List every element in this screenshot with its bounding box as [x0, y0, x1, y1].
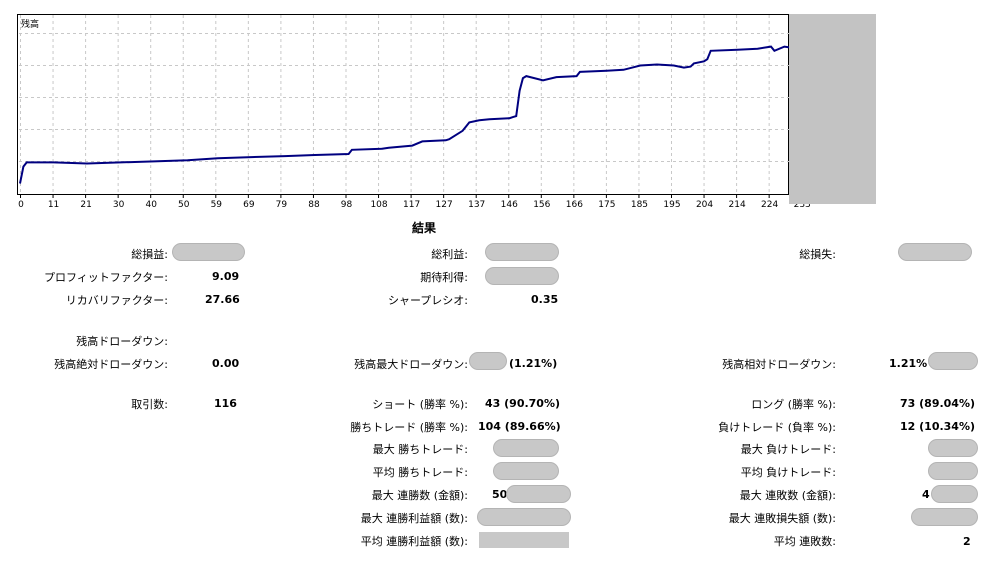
- value-loss-trades: 12 (10.34%): [900, 420, 976, 433]
- x-tick-label: 11: [48, 200, 59, 210]
- x-tick-label: 59: [211, 200, 223, 210]
- label-average-consecutive-losses: 平均 連敗数:: [773, 535, 836, 548]
- value-total-trades: 116: [214, 397, 237, 410]
- label-largest-loss-trade: 最大 負けトレード:: [740, 443, 836, 456]
- x-tick-label: 30: [113, 200, 125, 210]
- redacted-max-drawdown: [469, 352, 507, 370]
- chart-ylabel: 残高: [21, 18, 39, 30]
- balance-line: [19, 16, 809, 184]
- value-max-consecutive-wins: 50: [492, 488, 508, 501]
- value-relative-drawdown: 1.21%: [889, 357, 928, 370]
- x-tick-label: 204: [696, 200, 713, 210]
- redacted-max-consecutive-loss: [911, 508, 978, 526]
- x-tick-label: 224: [761, 200, 778, 210]
- redacted-total-net-profit: [172, 243, 245, 261]
- label-max-drawdown: 残高最大ドローダウン:: [354, 358, 468, 371]
- x-tick-label: 127: [436, 200, 453, 210]
- redacted-gross-loss: [898, 243, 972, 261]
- redacted-average-profit-trade: [493, 462, 559, 480]
- value-short-positions: 43 (90.70%): [485, 397, 561, 410]
- x-axis: 0 11 21 30 40 50 59 69 79 88 98 108 117 127 137 146 156 1…: [18, 194, 811, 210]
- label-max-consecutive-wins: 最大 連勝数 (金額):: [371, 489, 468, 502]
- label-sharpe-ratio: シャープレシオ:: [387, 294, 468, 307]
- chart-grid: [19, 15, 803, 194]
- chart-plot-frame: [17, 14, 789, 195]
- label-expected-payoff: 期待利得:: [420, 271, 468, 284]
- value-sharpe-ratio: 0.35: [531, 293, 559, 306]
- label-max-consecutive-profit: 最大 連勝利益額 (数):: [360, 512, 468, 525]
- value-average-consecutive-losses: 2: [963, 535, 971, 548]
- x-tick-label: 175: [598, 200, 615, 210]
- x-tick-label: 185: [631, 200, 648, 210]
- chart-redaction: [789, 14, 876, 204]
- x-tick-label: 137: [468, 200, 485, 210]
- label-total-trades: 取引数:: [131, 398, 168, 411]
- results-title: 結果: [412, 221, 437, 235]
- label-loss-trades: 負けトレード (負率 %):: [718, 421, 836, 434]
- label-max-consecutive-loss: 最大 連敗損失額 (数):: [728, 512, 836, 525]
- value-profit-trades: 104 (89.66%): [478, 420, 561, 433]
- x-tick-label: 98: [341, 200, 353, 210]
- label-total-net-profit: 総損益:: [131, 248, 168, 261]
- redacted-average-consecutive-profit: [479, 532, 569, 548]
- label-gross-loss: 総損失:: [799, 248, 836, 261]
- redacted-gross-profit: [485, 243, 559, 261]
- label-relative-drawdown: 残高相対ドローダウン:: [722, 358, 836, 371]
- value-profit-factor: 9.09: [212, 270, 240, 283]
- x-tick-label: 166: [566, 200, 583, 210]
- x-tick-label: 214: [729, 200, 746, 210]
- x-tick-label: 233: [794, 200, 811, 210]
- value-recovery-factor: 27.66: [205, 293, 240, 306]
- label-largest-profit-trade: 最大 勝ちトレード:: [372, 443, 468, 456]
- redacted-largest-profit-trade: [493, 439, 559, 457]
- label-short-positions: ショート (勝率 %):: [372, 398, 468, 411]
- x-tick-label: 21: [80, 200, 91, 210]
- label-long-positions: ロング (勝率 %):: [751, 398, 836, 411]
- balance-chart: 残高 0 11 21 30 40 50 59 69 79 88 98 108 117 127 137 146 1…: [17, 14, 876, 210]
- value-max-drawdown: (1.21%): [509, 357, 558, 370]
- label-recovery-factor: リカバリファクター:: [65, 294, 168, 307]
- x-tick-label: 108: [370, 200, 387, 210]
- label-profit-trades: 勝ちトレード (勝率 %):: [350, 421, 468, 434]
- label-gross-profit: 総利益:: [431, 248, 468, 261]
- x-tick-label: 156: [533, 200, 550, 210]
- redacted-max-consecutive-wins: [506, 485, 571, 503]
- label-average-consecutive-profit: 平均 連勝利益額 (数):: [360, 535, 468, 548]
- label-balance-drawdown: 残高ドローダウン:: [76, 335, 168, 348]
- x-tick-label: 195: [663, 200, 680, 210]
- x-tick-label: 50: [178, 200, 190, 210]
- redacted-expected-payoff: [485, 267, 559, 285]
- redacted-max-consecutive-profit: [477, 508, 571, 526]
- label-average-loss-trade: 平均 負けトレード:: [740, 466, 836, 479]
- value-long-positions: 73 (89.04%): [900, 397, 976, 410]
- redacted-relative-drawdown: [928, 352, 978, 370]
- x-tick-label: 40: [145, 200, 157, 210]
- label-absolute-drawdown: 残高絶対ドローダウン:: [54, 358, 168, 371]
- value-absolute-drawdown: 0.00: [212, 357, 240, 370]
- x-tick-label: 79: [276, 200, 288, 210]
- redacted-max-consecutive-losses: [931, 485, 978, 503]
- x-tick-label: 0: [18, 200, 24, 210]
- redacted-largest-loss-trade: [928, 439, 978, 457]
- x-tick-label: 69: [243, 200, 255, 210]
- label-average-profit-trade: 平均 勝ちトレード:: [372, 466, 468, 479]
- x-tick-label: 88: [308, 200, 320, 210]
- redacted-average-loss-trade: [928, 462, 978, 480]
- x-tick-label: 146: [501, 200, 518, 210]
- label-max-consecutive-losses: 最大 連敗数 (金額):: [739, 489, 836, 502]
- x-tick-label: 117: [403, 200, 420, 210]
- label-profit-factor: プロフィットファクター:: [43, 271, 168, 284]
